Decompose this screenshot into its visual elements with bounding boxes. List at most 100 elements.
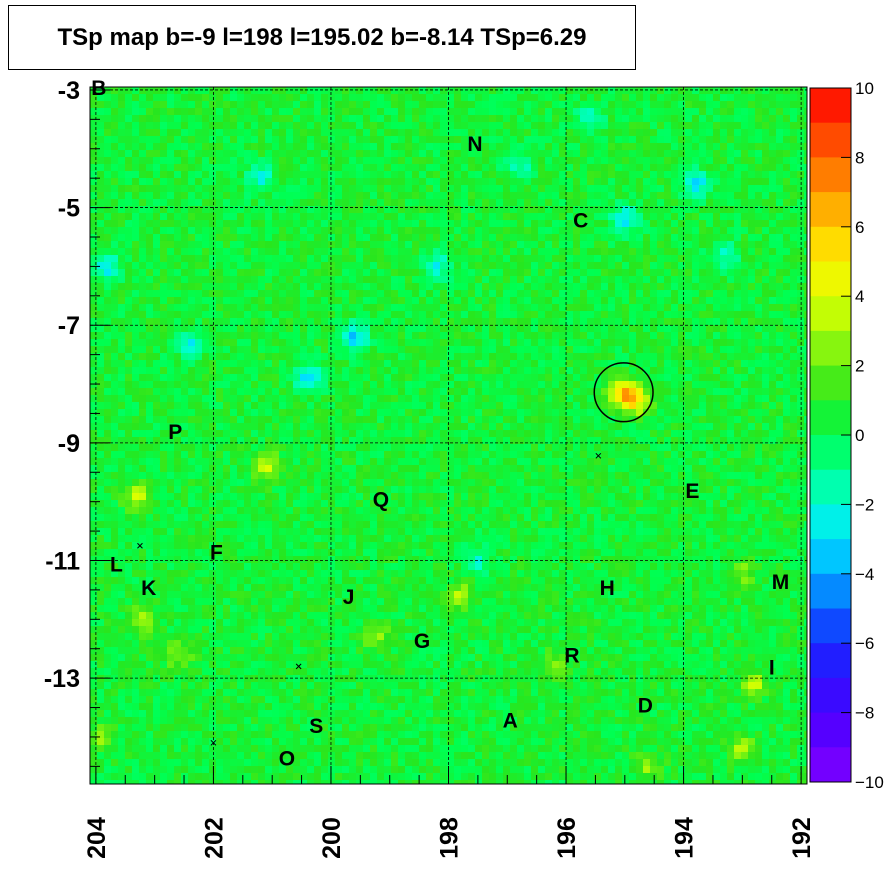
- heatmap-cell: [181, 339, 189, 347]
- heatmap-cell: [188, 220, 196, 228]
- heatmap-cell: [706, 248, 714, 256]
- heatmap-cell: [258, 136, 266, 144]
- heatmap-cell: [342, 164, 350, 172]
- heatmap-cell: [741, 199, 749, 207]
- heatmap-cell: [692, 304, 700, 312]
- heatmap-cell: [349, 283, 357, 291]
- heatmap-cell: [790, 374, 798, 382]
- heatmap-cell: [580, 185, 588, 193]
- heatmap-cell: [545, 227, 553, 235]
- heatmap-cell: [650, 234, 658, 242]
- heatmap-cell: [370, 353, 378, 361]
- heatmap-cell: [433, 304, 441, 312]
- heatmap-cell: [293, 416, 301, 424]
- heatmap-cell: [496, 297, 504, 305]
- heatmap-cell: [237, 262, 245, 270]
- heatmap-cell: [314, 136, 322, 144]
- heatmap-cell: [272, 395, 280, 403]
- heatmap-cell: [440, 381, 448, 389]
- heatmap-cell: [237, 269, 245, 277]
- heatmap-cell: [594, 192, 602, 200]
- heatmap-cell: [377, 353, 385, 361]
- heatmap-cell: [636, 213, 644, 221]
- heatmap-cell: [622, 346, 630, 354]
- heatmap-cell: [125, 311, 133, 319]
- heatmap-cell: [153, 94, 161, 102]
- heatmap-cell: [748, 395, 756, 403]
- heatmap-cell: [566, 325, 574, 333]
- heatmap-cell: [188, 122, 196, 130]
- heatmap-cell: [90, 360, 98, 368]
- heatmap-cell: [272, 325, 280, 333]
- heatmap-cell: [769, 248, 777, 256]
- heatmap-cell: [209, 143, 217, 151]
- heatmap-cell: [321, 234, 329, 242]
- heatmap-cell: [699, 185, 707, 193]
- heatmap-cell: [573, 381, 581, 389]
- heatmap-cell: [237, 234, 245, 242]
- heatmap-cell: [566, 374, 574, 382]
- heatmap-cell: [272, 122, 280, 130]
- heatmap-cell: [300, 171, 308, 179]
- heatmap-cell: [720, 318, 728, 326]
- heatmap-cell: [734, 192, 742, 200]
- heatmap-cell: [244, 87, 252, 95]
- heatmap-cell: [237, 388, 245, 396]
- heatmap-cell: [384, 206, 392, 214]
- heatmap-cell: [230, 360, 238, 368]
- heatmap-cell: [615, 346, 623, 354]
- heatmap-cell: [475, 416, 483, 424]
- heatmap-cell: [615, 129, 623, 137]
- heatmap-cell: [426, 353, 434, 361]
- heatmap-cell: [321, 423, 329, 431]
- heatmap-cell: [132, 234, 140, 242]
- heatmap-cell: [475, 171, 483, 179]
- heatmap-cell: [587, 276, 595, 284]
- heatmap-cell: [251, 178, 259, 186]
- heatmap-cell: [314, 87, 322, 95]
- heatmap-cell: [230, 129, 238, 137]
- heatmap-cell: [412, 332, 420, 340]
- heatmap-cell: [349, 87, 357, 95]
- heatmap-cell: [97, 339, 105, 347]
- heatmap-cell: [279, 290, 287, 298]
- heatmap-cell: [447, 108, 455, 116]
- heatmap-cell: [279, 318, 287, 326]
- heatmap-cell: [454, 381, 462, 389]
- heatmap-cell: [251, 262, 259, 270]
- heatmap-cell: [363, 318, 371, 326]
- heatmap-cell: [608, 108, 616, 116]
- heatmap-cell: [251, 318, 259, 326]
- heatmap-cell: [244, 395, 252, 403]
- heatmap-cell: [139, 129, 147, 137]
- heatmap-cell: [496, 304, 504, 312]
- heatmap-cell: [447, 297, 455, 305]
- heatmap-cell: [517, 381, 525, 389]
- heatmap-cell: [426, 213, 434, 221]
- heatmap-cell: [167, 248, 175, 256]
- heatmap-cell: [356, 192, 364, 200]
- heatmap-cell: [636, 220, 644, 228]
- heatmap-cell: [482, 157, 490, 165]
- heatmap-cell: [713, 388, 721, 396]
- heatmap-cell: [622, 339, 630, 347]
- heatmap-cell: [230, 143, 238, 151]
- heatmap-cell: [440, 150, 448, 158]
- heatmap-cell: [349, 409, 357, 417]
- heatmap-cell: [664, 276, 672, 284]
- heatmap-cell: [139, 360, 147, 368]
- heatmap-cell: [671, 367, 679, 375]
- heatmap-cell: [384, 101, 392, 109]
- heatmap-cell: [209, 388, 217, 396]
- heatmap-cell: [580, 332, 588, 340]
- heatmap-cell: [279, 416, 287, 424]
- heatmap-cell: [538, 115, 546, 123]
- heatmap-cell: [202, 157, 210, 165]
- heatmap-cell: [615, 199, 623, 207]
- heatmap-cell: [132, 241, 140, 249]
- heatmap-cell: [125, 227, 133, 235]
- heatmap-cell: [776, 213, 784, 221]
- heatmap-cell: [447, 199, 455, 207]
- heatmap-cell: [335, 157, 343, 165]
- heatmap-cell: [699, 262, 707, 270]
